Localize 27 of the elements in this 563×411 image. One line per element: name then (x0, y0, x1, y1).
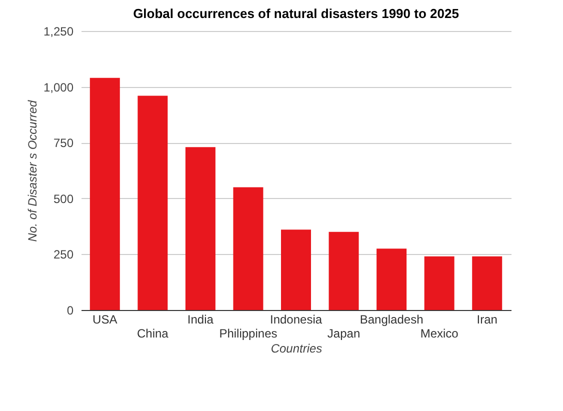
bar (90, 78, 120, 310)
x-tick-label: Mexico (420, 326, 459, 340)
x-tick-label: China (136, 326, 169, 340)
x-tick-label: USA (92, 312, 118, 326)
y-tick-label: 1,250 (43, 24, 74, 38)
x-tick-label: Iran (476, 312, 498, 326)
x-axis-title: Countries (270, 342, 322, 356)
x-tick-label: Bangladesh (360, 312, 424, 326)
y-axis-title: No. of Disaster s Occurred (25, 100, 40, 242)
y-tick-label: 1,000 (43, 80, 74, 94)
x-tick-label: Philippines (219, 326, 278, 340)
y-tick-label: 750 (53, 136, 74, 150)
x-tick-label: Japan (327, 326, 360, 340)
bar (328, 232, 359, 310)
x-tick-label: Indonesia (270, 312, 322, 326)
bar (281, 230, 311, 310)
y-tick-label: 250 (53, 248, 74, 262)
y-tick-label: 500 (53, 192, 74, 206)
bar (376, 248, 407, 310)
y-tick-label: 0 (66, 304, 74, 318)
bar (185, 147, 216, 310)
x-tick-label: India (187, 312, 214, 326)
bar (472, 256, 502, 310)
chart-title: Global occurrences of natural disasters 1990 to 2025 (133, 6, 459, 21)
bar (424, 256, 454, 310)
bar (233, 187, 264, 310)
bar (138, 96, 168, 310)
